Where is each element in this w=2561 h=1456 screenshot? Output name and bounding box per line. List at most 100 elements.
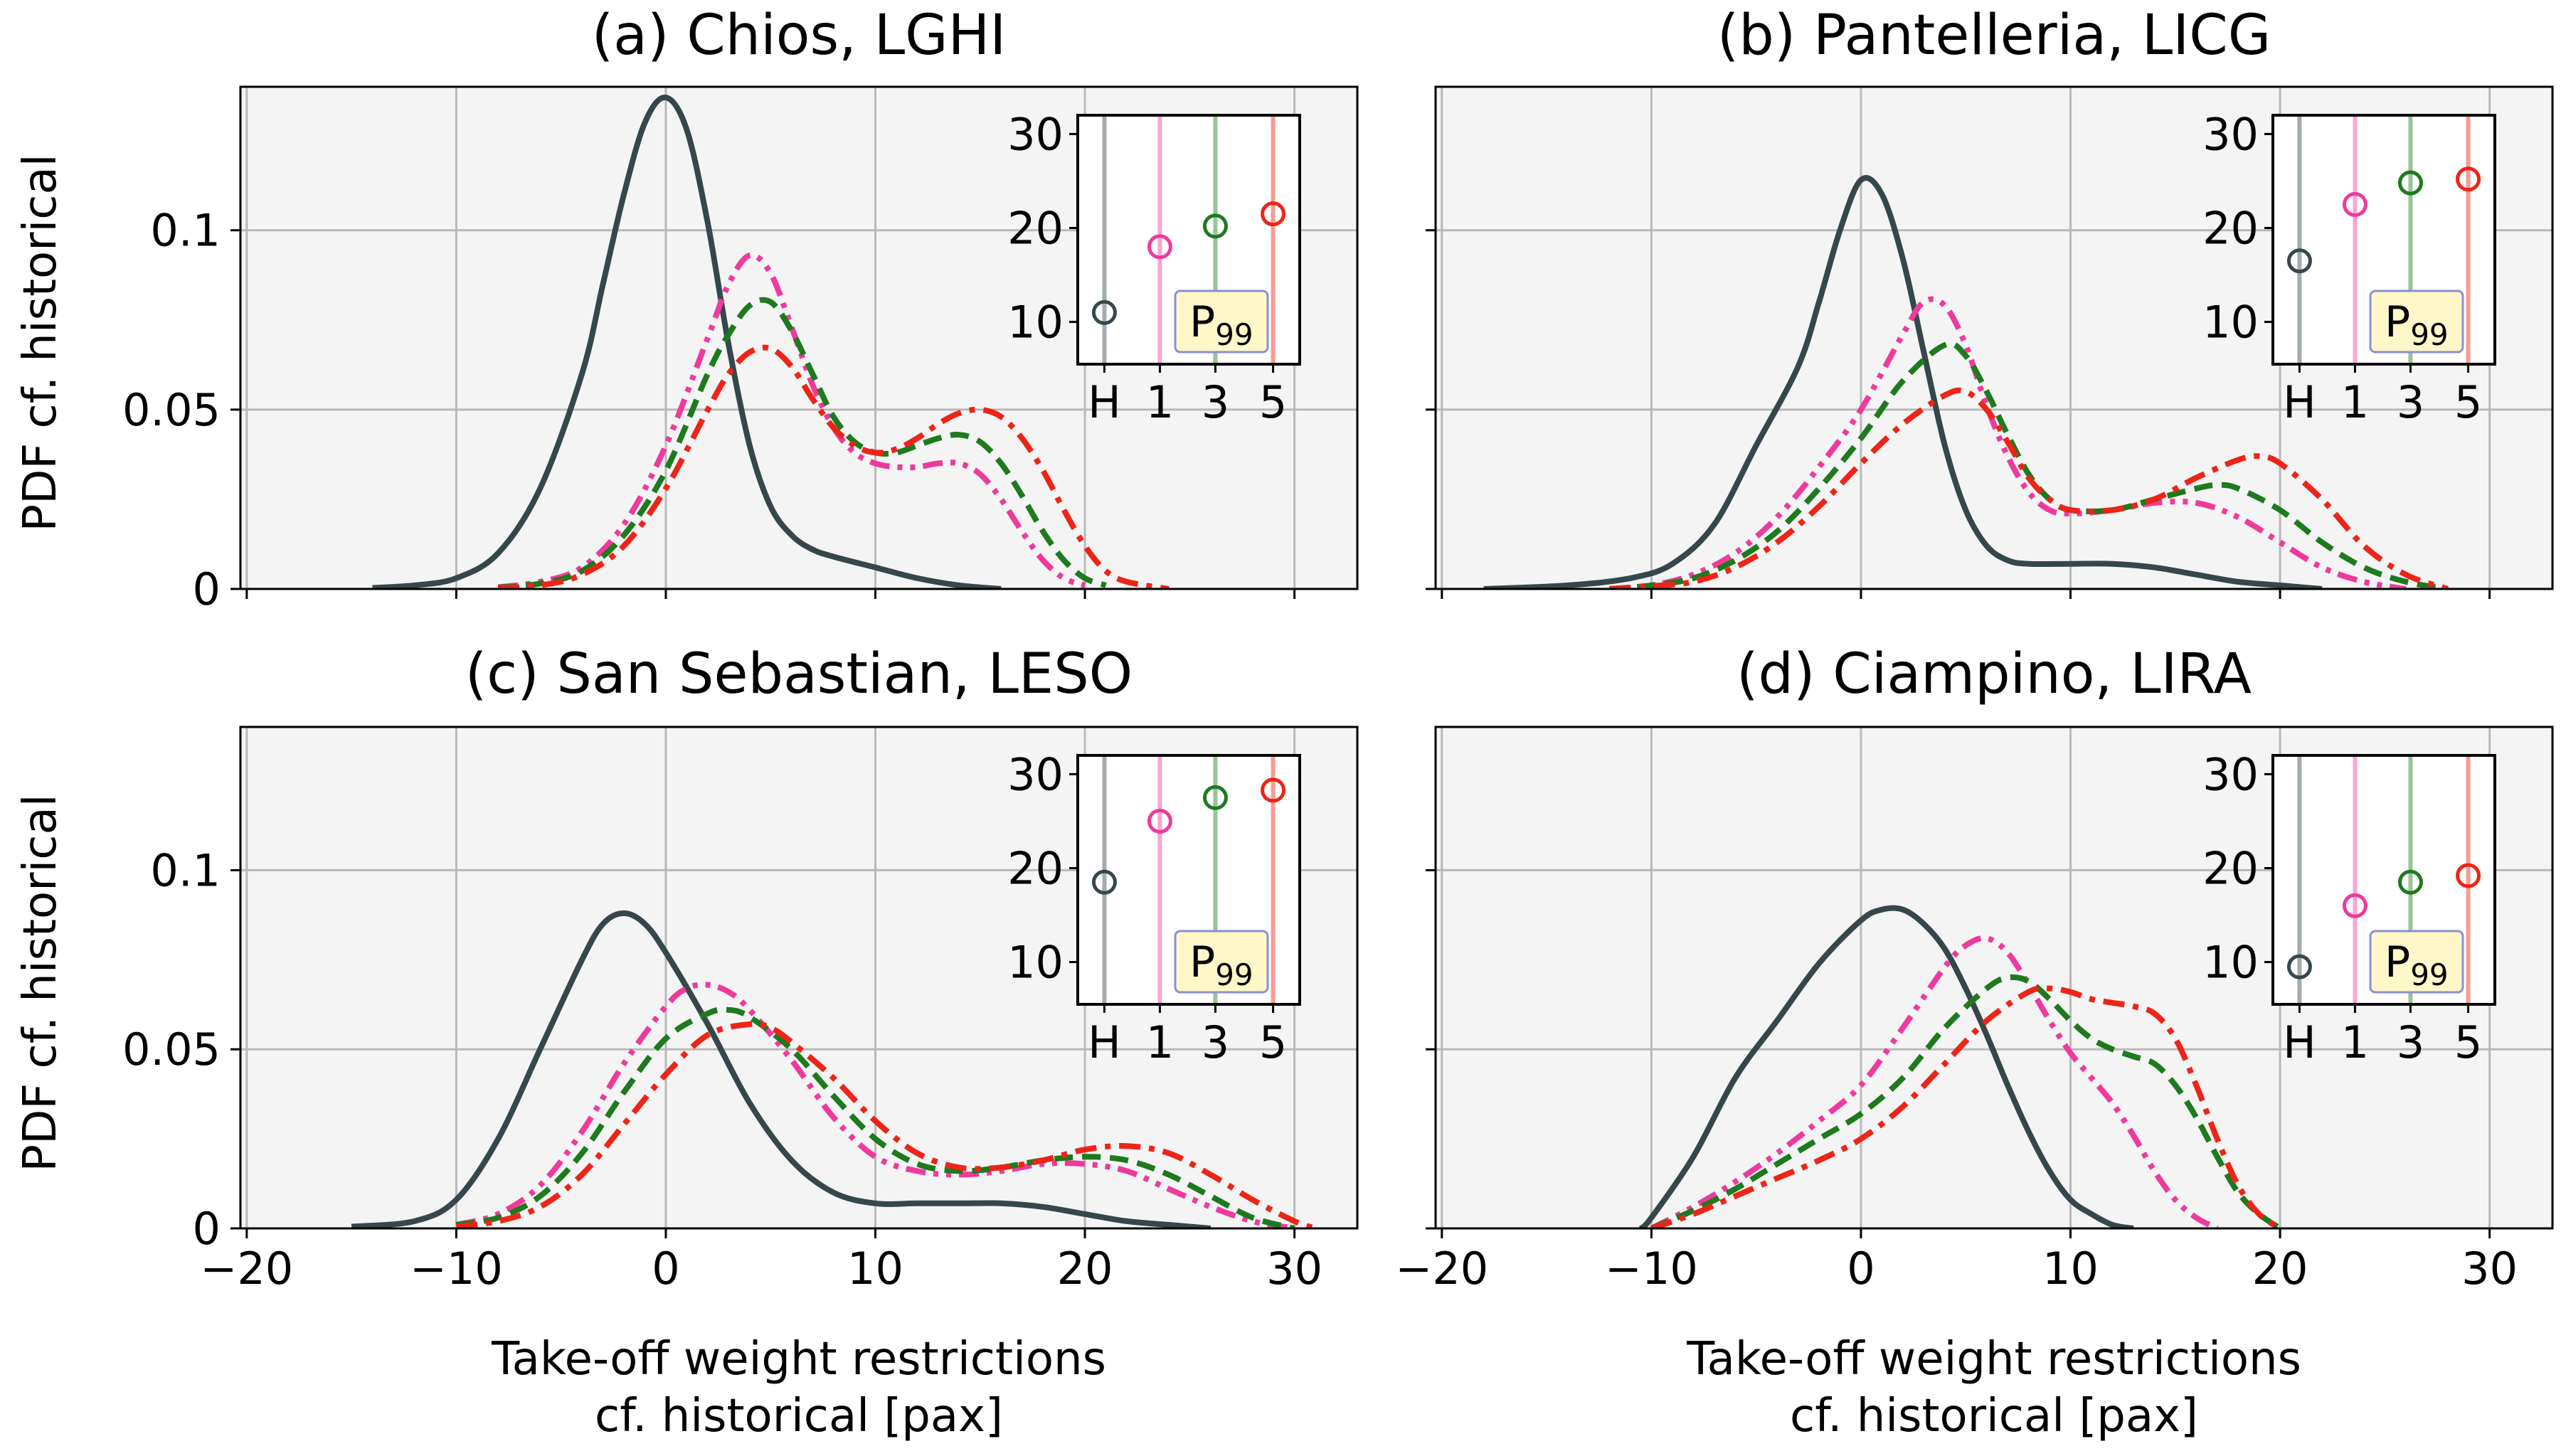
panel-b-p99-marker-1 [2342,191,2368,217]
panel-c-inset-y-tick-label: 20 [1007,842,1064,894]
panel-d-title: (d) Ciampino, LIRA [1737,642,2252,706]
panel-c-p99-marker-H [1091,869,1117,895]
panel-a-p99-badge [1174,289,1269,354]
panel-c-inset-x-tick-label: H [1088,1016,1121,1068]
panel-d-series-3-line [1650,974,2282,1228]
panel-d-series-5-line [1650,985,2282,1228]
panel-b-p99-sub: 99 [2410,317,2448,352]
panel-b-inset-frame [2271,114,2496,366]
panel-c-series-H-line [351,910,1211,1228]
panel-a-p99-label: P99 [1189,297,1253,352]
panel-c-x-tick-label: 0 [652,1243,679,1295]
panel-c-p99-main: P [1189,937,1215,987]
panel-d-p99-marker-H [2286,954,2312,979]
panel-c-p99-label: P99 [1189,937,1253,992]
panel-c-x-tick-label: −10 [410,1243,503,1295]
panel-a-series-5-line [498,344,1170,589]
panel-a-inset-y-tick-label: 10 [1007,297,1064,349]
panel-b-inset-y-tick-label: 10 [2202,297,2259,349]
panel-a-p99-marker-H [1091,299,1117,325]
panel-d-inset-x-tick-label: 3 [2397,1016,2424,1068]
panel-b: P99 10 20 30 H 1 3 5 [1426,85,2554,599]
panel-c-x-tick-label: 30 [1266,1243,1322,1295]
panel-c-y-tick-label: 0.1 [150,844,221,896]
panel-d-x-tick-label: 30 [2461,1243,2518,1295]
panel-d-p99-marker-1 [2342,893,2368,918]
panel-d-x-tick-label: 0 [1847,1243,1875,1295]
panel-b-p99-marker-H [2286,248,2312,274]
panel-c-series-5-line [455,1021,1317,1228]
panel-a-p99-sub: 99 [1215,317,1253,352]
panel-b-p99-badge [2369,289,2464,354]
panel-d-p99-sub: 99 [2410,957,2448,992]
panel-a-inset-x-tick-label: 3 [1202,376,1229,428]
panel-d: −20 −10 0 10 20 30 P99 10 20 30 H 1 3 5 [1395,726,2554,1295]
panel-b-title: (b) Pantelleria, LICG [1717,4,2271,68]
panel-a-y-tick-label: 0.1 [150,205,221,257]
x-axis-label-right-line1: Take-off weight restrictions [1686,1333,2301,1386]
panel-c-inset-y-tick-label: 30 [1007,748,1064,800]
panel-c-inset: P99 10 20 30 H 1 3 5 [1007,748,1301,1068]
panel-a-inset-x-tick-label: 5 [1259,376,1287,428]
y-axis-label-top: PDF cf. historical [14,154,67,532]
y-axis-label-bottom: PDF cf. historical [14,795,67,1172]
panel-d-inset-x-tick-label: 5 [2454,1016,2482,1068]
panel-a: 0 0.05 0.1 P99 10 20 30 H 1 3 5 [122,85,1359,615]
panel-d-inset-x-tick-label: 1 [2341,1016,2369,1068]
panel-a-p99-main: P [1189,297,1215,347]
panel-b-inset-x-tick-label: 5 [2454,376,2482,428]
panel-b-p99-marker-3 [2397,170,2423,196]
panel-b-inset-y-tick-label: 30 [2202,108,2259,160]
panel-c-axes-frame [239,726,1359,1230]
panel-c-x-tick-label: 10 [847,1243,903,1295]
panel-c-y-tick-label: 0 [193,1203,221,1255]
panel-b-axes-frame [1434,85,2554,590]
panel-b-p99-marker-5 [2456,166,2481,192]
panel-c-p99-badge [1174,930,1269,994]
panel-a-inset-y-tick-label: 30 [1007,108,1064,160]
panel-d-axes-frame [1434,726,2554,1230]
panel-a-p99-marker-5 [1261,201,1286,227]
panel-b-p99-label: P99 [2385,297,2449,352]
panel-a-series-H-line [372,95,1002,589]
panel-c-p99-marker-1 [1147,808,1172,834]
panel-c-curves [351,910,1317,1228]
panel-d-p99-label: P99 [2385,937,2449,992]
panel-a-p99-marker-1 [1147,234,1172,260]
x-axis-label-right-line2: cf. historical [pax] [1790,1390,2198,1442]
panel-c-inset-x-tick-label: 5 [1259,1016,1287,1068]
panel-c-x-tick-label: −20 [200,1243,293,1295]
panel-c: −20 −10 0 10 20 30 0 0.05 0.1 P99 10 20 30 H 1 3 5 [122,726,1359,1295]
panel-a-y-tick-label: 0 [193,563,221,615]
panel-b-series-5-line [1609,387,2449,589]
panel-c-inset-y-tick-label: 10 [1007,937,1064,989]
panel-a-p99-marker-3 [1202,213,1228,239]
panel-a-inset: P99 10 20 30 H 1 3 5 [1007,108,1301,428]
x-axis-label-left-line2: cf. historical [pax] [595,1390,1003,1442]
panel-a-inset-y-tick-label: 20 [1007,202,1064,254]
panel-c-p99-marker-3 [1202,785,1228,810]
panel-c-x-tick-label: 20 [1057,1243,1113,1295]
panel-d-inset: P99 10 20 30 H 1 3 5 [2202,748,2496,1068]
panel-d-inset-y-tick-label: 10 [2202,937,2259,989]
panel-b-series-H-line [1483,175,2323,589]
panel-b-inset: P99 10 20 30 H 1 3 5 [2202,108,2496,428]
panel-a-title: (a) Chios, LGHI [592,4,1007,68]
panel-b-inset-y-tick-label: 20 [2202,202,2259,254]
panel-b-inset-x-tick-label: 3 [2397,376,2424,428]
x-axis-label-left-line1: Take-off weight restrictions [491,1333,1106,1386]
panel-d-p99-marker-5 [2456,863,2481,888]
panel-c-inset-frame [1076,754,1301,1006]
panel-d-inset-y-tick-label: 30 [2202,748,2259,800]
panel-a-inset-x-tick-label: H [1088,376,1121,428]
panel-d-inset-y-tick-label: 20 [2202,842,2259,894]
panel-d-x-tick-label: −20 [1395,1243,1488,1295]
panel-c-inset-x-tick-label: 3 [1202,1016,1229,1068]
panel-a-inset-x-tick-label: 1 [1146,376,1174,428]
panel-c-y-tick-label: 0.05 [122,1024,221,1075]
panel-c-p99-marker-5 [1261,777,1286,803]
panel-b-p99-main: P [2385,297,2410,347]
panel-d-curves [1638,905,2282,1228]
